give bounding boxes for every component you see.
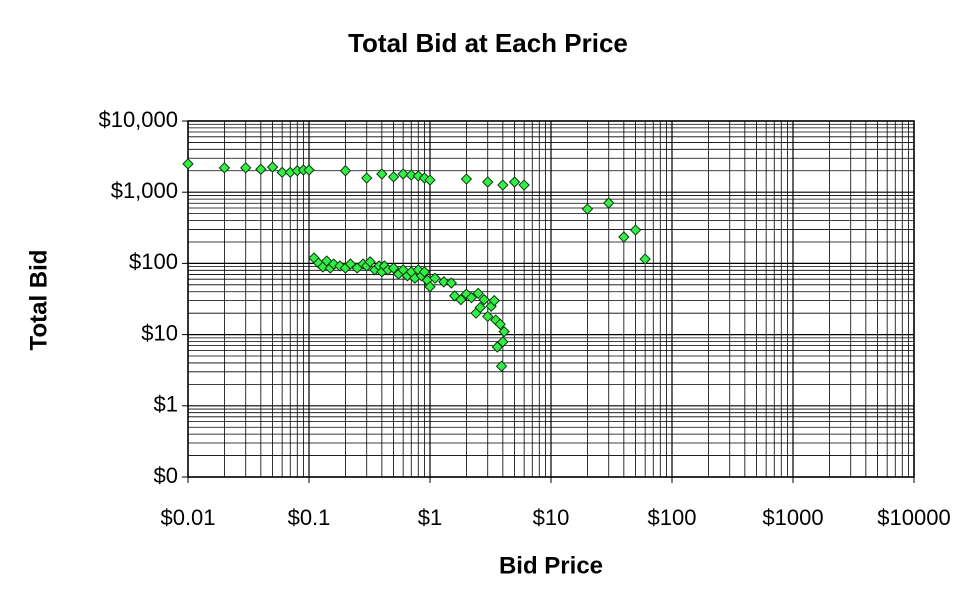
scatter-point bbox=[455, 293, 467, 306]
scatter-point bbox=[445, 277, 458, 289]
scatter-point bbox=[460, 288, 473, 300]
plot-border bbox=[187, 120, 915, 478]
y-tick-label: $1 bbox=[154, 392, 178, 417]
x-tick-label: $10 bbox=[533, 505, 570, 530]
scatter-point bbox=[639, 253, 651, 265]
y-tick-label: $0 bbox=[154, 463, 178, 488]
scatter-point bbox=[240, 162, 252, 174]
scatter-point bbox=[361, 172, 373, 184]
scatter-point bbox=[448, 290, 461, 302]
scatter-point bbox=[460, 173, 473, 185]
x-tick-label: $10000 bbox=[877, 505, 950, 530]
y-tick-label: $10,000 bbox=[98, 107, 178, 132]
scatter-point bbox=[495, 360, 508, 372]
scatter-point bbox=[482, 176, 494, 188]
x-tick-label: $0.1 bbox=[288, 505, 331, 530]
scatter-point bbox=[478, 293, 490, 306]
x-tick-label: $0.01 bbox=[160, 505, 215, 530]
scatter-point bbox=[418, 172, 431, 184]
scatter-point bbox=[387, 171, 400, 183]
scatter-point bbox=[364, 256, 376, 268]
scatter-point bbox=[494, 318, 506, 330]
chart-title: Total Bid at Each Price bbox=[348, 28, 628, 58]
scatter-point bbox=[266, 161, 279, 173]
scatter-point bbox=[218, 162, 231, 174]
scatter-point bbox=[255, 163, 267, 175]
scatter-point bbox=[397, 168, 409, 180]
scatter-point bbox=[438, 276, 450, 288]
scatter-point bbox=[474, 301, 486, 314]
scatter-point bbox=[429, 272, 441, 284]
scatter-point bbox=[603, 197, 615, 209]
scatter-point bbox=[497, 179, 509, 191]
scatter-point bbox=[498, 325, 510, 338]
y-axis-label: Total Bid bbox=[25, 250, 52, 351]
x-tick-label: $1000 bbox=[762, 505, 823, 530]
y-tick-label: $100 bbox=[129, 249, 178, 274]
scatter-point bbox=[581, 203, 594, 215]
scatter-point bbox=[376, 168, 388, 180]
scatter-point bbox=[424, 281, 436, 293]
scatter-point bbox=[488, 294, 501, 307]
x-tick-label: $100 bbox=[648, 505, 697, 530]
scatter-point bbox=[465, 291, 478, 304]
scatter-point bbox=[339, 165, 352, 177]
scatter-point bbox=[472, 287, 484, 300]
scatter-point bbox=[344, 258, 357, 270]
x-tick-label: $1 bbox=[418, 505, 442, 530]
scatter-point bbox=[387, 262, 400, 274]
scatter-point bbox=[424, 174, 436, 186]
scatter-point bbox=[508, 176, 521, 188]
scatter-point bbox=[405, 169, 417, 181]
scatter-point bbox=[629, 224, 642, 236]
y-tick-label: $1,000 bbox=[111, 178, 178, 203]
scatter-point bbox=[303, 164, 315, 176]
scatter-point bbox=[418, 266, 431, 278]
scatter-point bbox=[482, 310, 494, 323]
scatter-point bbox=[497, 336, 509, 348]
scatter-point bbox=[518, 179, 530, 191]
scatter-point bbox=[182, 158, 194, 170]
x-axis-label: Bid Price bbox=[499, 552, 603, 579]
scatter-point bbox=[276, 166, 288, 179]
scatter-point bbox=[618, 231, 630, 243]
scatter-point bbox=[327, 258, 340, 270]
y-tick-label: $10 bbox=[141, 320, 178, 345]
